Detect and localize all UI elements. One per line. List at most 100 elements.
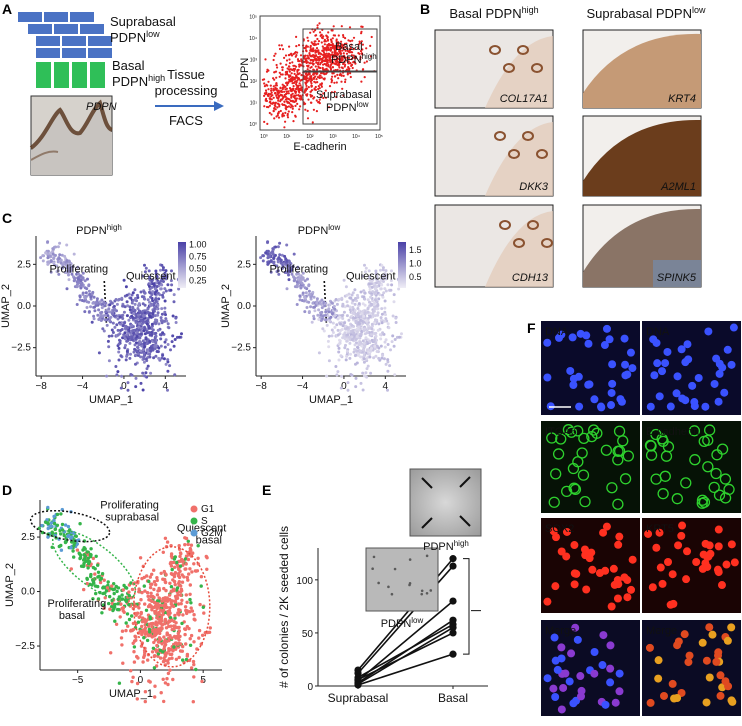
umap-cell <box>130 301 134 305</box>
facs-event <box>282 95 285 98</box>
umap-cell <box>125 293 129 297</box>
umap-cell <box>193 618 197 622</box>
umap-cell <box>160 356 164 360</box>
svg-text:Suprabasal PDPNlow: Suprabasal PDPNlow <box>586 5 706 21</box>
umap-cell <box>152 587 156 592</box>
facs-event <box>287 92 290 95</box>
facs-event <box>344 80 347 84</box>
label-proliferating: Proliferating <box>49 264 108 276</box>
umap-cell <box>347 335 351 339</box>
umap-cell <box>166 671 171 676</box>
umap-cell <box>152 595 156 600</box>
facs-event <box>313 72 317 75</box>
umap-cell <box>184 562 188 566</box>
umap-cell <box>383 340 387 344</box>
facs-event <box>337 34 340 37</box>
umap-cell <box>393 338 397 341</box>
umap-cell <box>308 292 312 296</box>
facs-event <box>325 64 328 67</box>
facs-event <box>263 85 266 88</box>
umap-cell <box>152 282 156 286</box>
if-nucleus <box>573 635 582 644</box>
facs-event <box>340 74 343 77</box>
umap-cell <box>46 256 50 260</box>
gate-basal <box>302 28 378 72</box>
if-nucleus <box>566 366 575 375</box>
if-nucleus <box>582 585 591 594</box>
umap-cell <box>158 637 163 641</box>
umap-cell <box>142 354 146 358</box>
facs-event <box>346 49 349 53</box>
umap-cell <box>170 656 174 660</box>
if-nucleus <box>652 543 661 552</box>
umap-cell <box>170 567 174 572</box>
umap-cell <box>368 285 371 288</box>
facs-event <box>304 102 307 105</box>
umap-cell <box>386 283 390 287</box>
umap-cell <box>127 335 131 339</box>
umap-cell <box>393 373 397 377</box>
umap-cell <box>162 357 166 361</box>
facs-y-tick: 10³ <box>250 58 258 64</box>
facs-event <box>315 99 318 102</box>
facs-event <box>282 114 286 117</box>
umap-cell <box>113 602 117 607</box>
umap-cell <box>154 269 158 273</box>
umap-cell <box>163 299 167 303</box>
umap-cell <box>370 333 374 337</box>
if-nucleus <box>627 585 636 594</box>
umap-cell <box>163 310 167 314</box>
umap-cell <box>107 345 111 349</box>
umap-cell <box>172 293 176 297</box>
colorbar-tick: 1.5 <box>409 245 422 255</box>
umap-cell <box>96 584 100 589</box>
umap-cell <box>188 597 192 602</box>
facs-event <box>341 49 344 52</box>
umap-cell <box>364 266 368 270</box>
facs-event <box>327 65 330 68</box>
facs-event <box>346 47 349 50</box>
facs-event <box>290 80 293 83</box>
umap-cell <box>166 369 170 373</box>
umap-cell <box>152 338 156 342</box>
umap-cell <box>380 312 384 316</box>
facs-event <box>332 61 335 64</box>
umap-cell <box>324 310 328 314</box>
umap-cell <box>164 573 168 577</box>
facs-event <box>277 116 281 119</box>
facs-event <box>300 86 303 89</box>
facs-event <box>263 92 266 95</box>
umap-cell <box>374 287 377 291</box>
facs-event <box>293 72 296 75</box>
if-nucleus <box>658 579 667 588</box>
umap-cell <box>372 338 376 342</box>
umap-cell <box>339 322 342 326</box>
umap-cell <box>346 304 350 308</box>
umap-cell <box>143 589 147 593</box>
umap-cell <box>191 700 195 704</box>
facs-event <box>343 42 346 46</box>
if-nucleus <box>677 531 686 540</box>
umap-cell <box>116 317 120 321</box>
umap-cell <box>141 348 145 352</box>
umap-cell <box>295 303 299 306</box>
umap-cell <box>151 646 156 650</box>
umap-cell <box>167 647 171 651</box>
umap-cell <box>349 296 353 300</box>
x-axis-label: UMAP_1 <box>109 688 153 700</box>
umap-cell <box>266 240 270 244</box>
facs-event <box>286 83 289 87</box>
umap-cell <box>46 526 50 531</box>
facs-event <box>297 59 300 63</box>
umap-cell <box>134 297 137 300</box>
facs-event <box>352 56 356 59</box>
umap-cell <box>335 323 339 327</box>
facs-event <box>349 75 352 79</box>
umap-cell <box>319 311 323 315</box>
if-nucleus <box>576 692 585 701</box>
umap-cell <box>321 327 325 331</box>
facs-event <box>265 105 269 109</box>
umap-cell <box>287 278 291 282</box>
umap-cell <box>159 603 163 608</box>
umap-cell <box>83 296 87 300</box>
